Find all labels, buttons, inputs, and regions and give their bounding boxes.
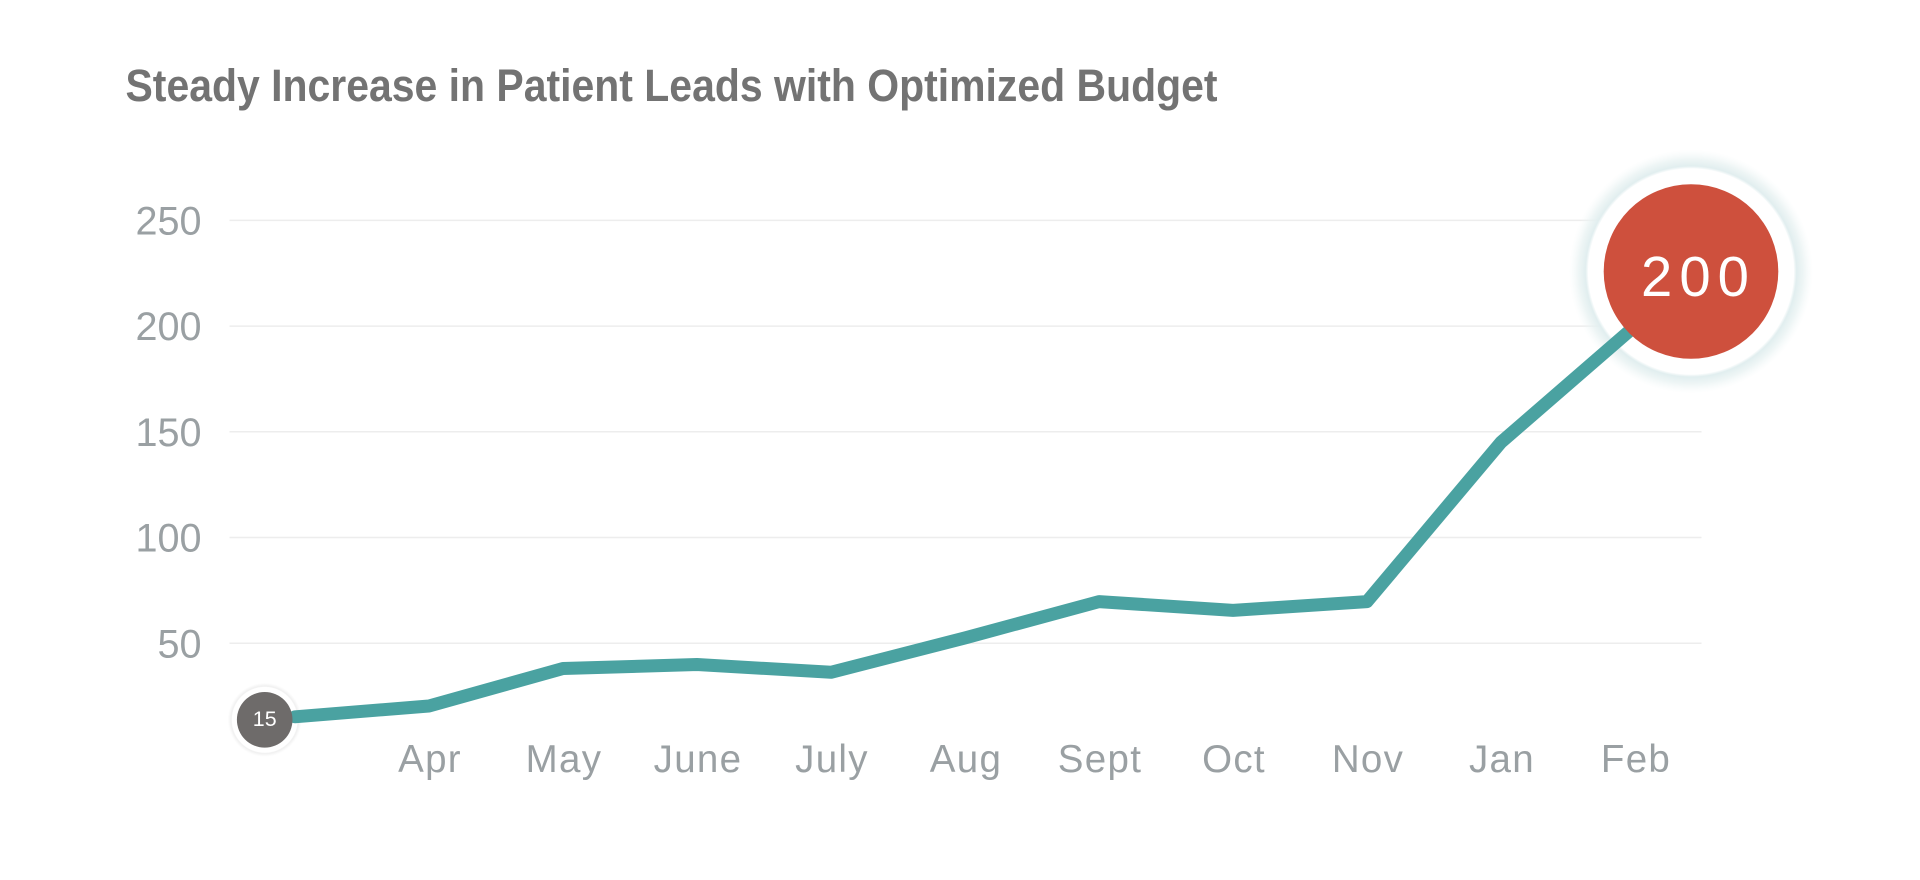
svg-text:June: June — [654, 738, 743, 781]
svg-text:200: 200 — [1641, 245, 1756, 308]
svg-text:Jan: Jan — [1469, 738, 1535, 781]
svg-text:Aug: Aug — [930, 738, 1002, 781]
svg-text:Oct: Oct — [1202, 738, 1266, 781]
svg-text:Sept: Sept — [1058, 738, 1142, 781]
svg-text:200: 200 — [135, 305, 201, 349]
svg-text:May: May — [526, 738, 603, 781]
svg-text:150: 150 — [135, 411, 201, 455]
svg-text:100: 100 — [135, 517, 201, 561]
svg-text:15: 15 — [253, 707, 277, 731]
svg-text:Nov: Nov — [1332, 738, 1404, 781]
svg-text:250: 250 — [135, 200, 201, 244]
svg-text:Feb: Feb — [1601, 738, 1671, 781]
svg-text:Apr: Apr — [398, 738, 462, 781]
svg-text:July: July — [795, 738, 869, 781]
svg-text:50: 50 — [157, 622, 201, 666]
svg-text:Steady Increase in Patient Lea: Steady Increase in Patient Leads with Op… — [126, 60, 1218, 111]
